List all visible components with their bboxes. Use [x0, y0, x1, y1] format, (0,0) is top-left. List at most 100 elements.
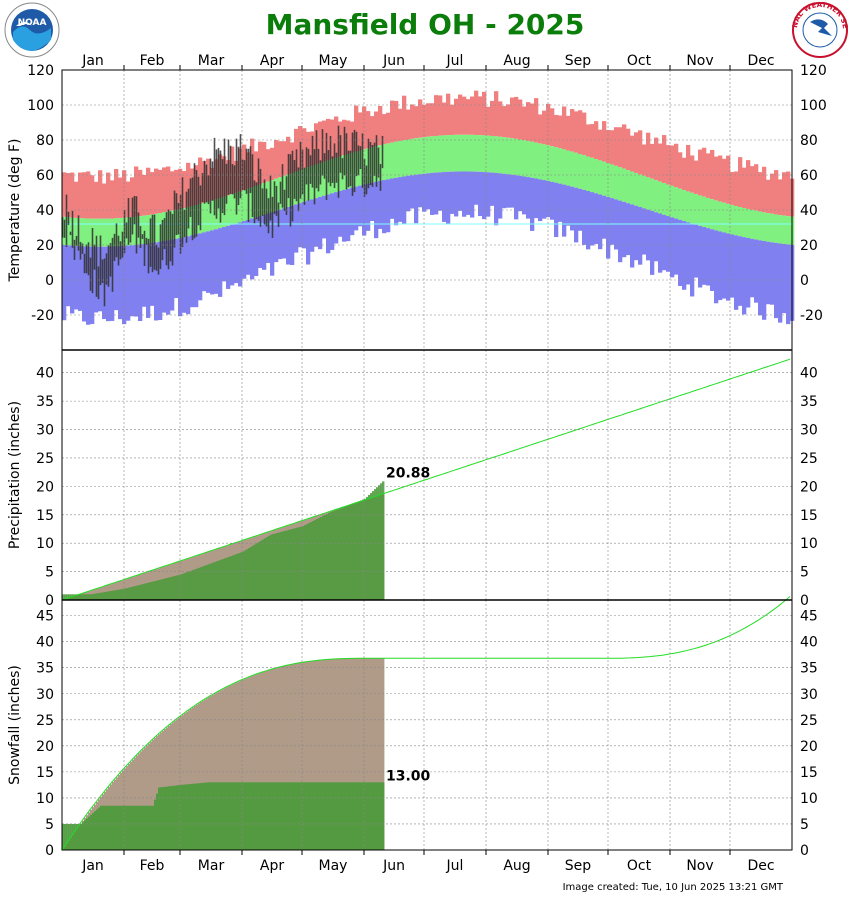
record-low-band — [278, 209, 283, 260]
record-high-band — [658, 143, 663, 182]
record-high-band — [394, 101, 399, 142]
noaa-logo-text: NOAA — [18, 18, 47, 28]
snow-normal-area — [150, 741, 153, 850]
record-high-band — [722, 158, 727, 203]
snow-normal-area — [368, 658, 371, 850]
record-low-band — [554, 182, 559, 238]
snow-observed-bar — [64, 823, 67, 850]
record-high-band — [170, 171, 175, 211]
y-tick-label-left: 0 — [45, 843, 54, 859]
record-high-band — [526, 102, 531, 141]
record-low-band — [782, 243, 787, 314]
record-low-band — [730, 234, 735, 298]
record-high-band — [94, 181, 99, 219]
record-low-band — [206, 231, 211, 293]
snow-normal-area — [320, 660, 323, 850]
record-low-band — [498, 173, 503, 219]
snow-observed-bar — [104, 805, 107, 850]
snow-normal-area — [224, 688, 227, 850]
record-high-band — [446, 93, 451, 136]
record-low-band — [338, 190, 343, 237]
record-low-band — [638, 207, 643, 265]
snow-normal-area — [136, 755, 139, 850]
snow-observed-bar — [118, 805, 121, 850]
normal-band — [210, 200, 215, 231]
precip-observed-bar — [134, 586, 137, 600]
normal-band — [482, 135, 487, 173]
precip-observed-bar — [110, 590, 113, 600]
snow-observed-bar — [214, 782, 217, 850]
normal-band — [458, 134, 463, 172]
snow-normal-area — [350, 658, 353, 850]
normal-band — [98, 218, 103, 247]
record-low-band — [274, 210, 279, 263]
record-low-band — [658, 213, 663, 273]
y-tick-label-left: 60 — [36, 168, 54, 184]
snow-normal-area — [310, 661, 313, 850]
snow-normal-area — [132, 759, 135, 850]
precip-observed-bar — [106, 591, 109, 600]
record-low-band — [538, 179, 543, 222]
record-low-band — [154, 242, 159, 321]
precip-observed-bar — [188, 571, 191, 600]
precip-observed-bar — [170, 576, 173, 600]
record-low-band — [710, 229, 715, 291]
snow-observed-bar — [72, 823, 75, 850]
record-low-band — [182, 237, 187, 313]
snow-observed-bar — [96, 809, 99, 850]
record-low-band — [214, 229, 219, 294]
snow-observed-bar — [268, 782, 271, 850]
record-low-band — [138, 244, 143, 322]
snow-observed-bar — [298, 782, 301, 850]
snow-observed-bar — [378, 782, 381, 850]
normal-band — [562, 149, 567, 185]
snow-normal-area — [372, 658, 375, 850]
snow-observed-bar — [144, 805, 147, 850]
snow-normal-area — [366, 658, 369, 850]
record-high-band — [666, 145, 671, 185]
snow-observed-bar — [318, 782, 321, 850]
y-tick-label-right: 40 — [800, 366, 818, 382]
normal-band — [714, 200, 719, 231]
precip-observed-bar — [290, 529, 293, 600]
snow-normal-area — [222, 689, 225, 850]
snow-observed-bar — [302, 782, 305, 850]
snow-observed-bar — [62, 823, 65, 850]
record-low-band — [374, 181, 379, 239]
snow-observed-bar — [260, 782, 263, 850]
snow-observed-bar — [142, 805, 145, 850]
record-low-band — [574, 187, 579, 243]
record-low-band — [430, 172, 435, 215]
precip-observed-bar — [130, 587, 133, 600]
record-low-band — [166, 240, 171, 315]
record-low-band — [86, 246, 91, 325]
snow-normal-area — [178, 717, 181, 850]
precip-observed-bar — [122, 588, 125, 600]
record-low-band — [670, 217, 675, 278]
record-low-band — [478, 171, 483, 217]
record-high-band — [258, 141, 263, 185]
record-low-band — [66, 245, 71, 307]
snow-observed-bar — [274, 782, 277, 850]
record-high-band — [282, 141, 287, 176]
record-high-band — [334, 116, 339, 158]
record-low-band — [158, 241, 163, 320]
record-low-band — [770, 242, 775, 305]
snow-observed-bar — [182, 784, 185, 850]
snow-normal-area — [232, 684, 235, 850]
record-high-band — [646, 132, 651, 178]
snow-observed-bar — [316, 782, 319, 850]
snow-observed-bar — [346, 782, 349, 850]
snow-observed-bar — [172, 785, 175, 850]
record-low-band — [346, 188, 351, 242]
snow-normal-area — [274, 668, 277, 850]
month-label-bottom: Jul — [446, 858, 464, 874]
snow-normal-area — [292, 664, 295, 850]
record-low-band — [786, 244, 791, 325]
record-low-band — [642, 208, 647, 255]
record-high-band — [566, 115, 571, 151]
normal-band — [66, 217, 71, 246]
record-low-band — [302, 201, 307, 249]
precip-observed-bar — [298, 527, 301, 600]
precip-observed-bar — [182, 573, 185, 600]
